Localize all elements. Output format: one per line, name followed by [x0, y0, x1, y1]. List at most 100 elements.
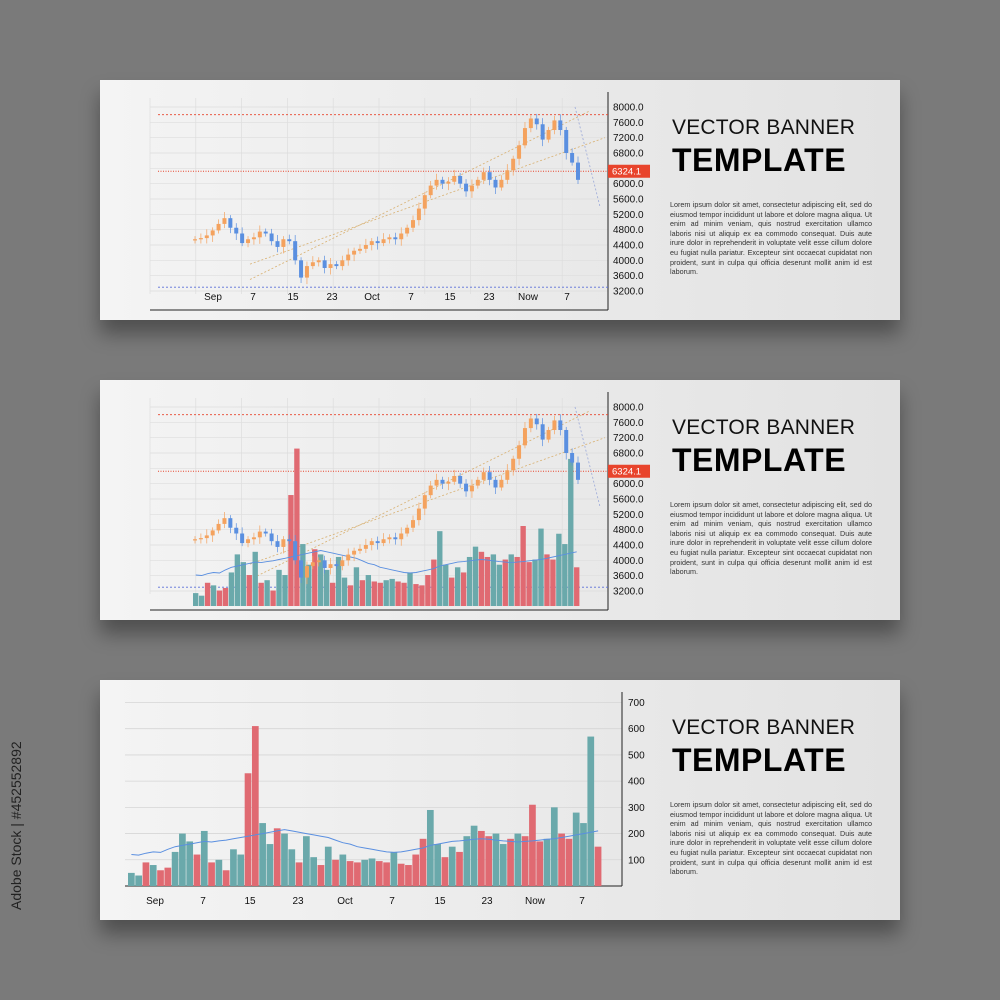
volume-bar [258, 582, 264, 606]
x-tick-label: Oct [364, 292, 380, 303]
candle-body [310, 262, 315, 267]
volume-bar [323, 569, 330, 606]
candle-body [304, 566, 309, 578]
x-tick-label: Sep [204, 292, 222, 303]
candle-body [328, 564, 333, 568]
volume-bar [514, 556, 520, 606]
candle-body [257, 531, 262, 538]
volume-bar [550, 559, 556, 606]
candle-body [411, 520, 416, 528]
volume-bar [317, 865, 325, 886]
candle-body [204, 535, 209, 539]
volume-bar [294, 448, 300, 606]
y-tick-label: 4800.0 [613, 525, 644, 536]
y-tick-label: 3200.0 [613, 287, 644, 298]
candle-body [269, 233, 274, 242]
volume-bar [496, 564, 503, 606]
candle-body [210, 230, 215, 236]
volume-bar [276, 569, 282, 606]
volume-bar [222, 587, 229, 606]
volume-bar [520, 526, 526, 606]
y-tick-label: 300 [628, 803, 645, 814]
volume-bar [397, 863, 405, 886]
x-tick-label: 15 [244, 896, 256, 907]
candle-body [310, 562, 315, 567]
volume-bar [341, 577, 348, 606]
candle-body [281, 239, 286, 247]
volume-bar [270, 590, 276, 606]
candle-body [375, 541, 380, 544]
candle-body [464, 483, 469, 492]
candle-body [499, 479, 504, 488]
banner-subtitle: TEMPLATE [672, 142, 847, 178]
volume-bar [437, 531, 443, 606]
volume-bar [230, 849, 237, 886]
volume-bar [259, 823, 266, 886]
volume-bar [377, 582, 383, 606]
y-tick-label: 4000.0 [613, 556, 644, 567]
candle-body [458, 176, 463, 184]
banner-subtitle: TEMPLATE [672, 742, 847, 778]
candle-body [458, 476, 463, 484]
volume-bar [273, 828, 281, 886]
volume-bar [237, 854, 245, 886]
y-tick-label: 3200.0 [613, 587, 644, 598]
volume-bar [407, 572, 413, 606]
banner-volume: 700 600 500 400 300 200 100 Sep 7 15 23 Oct 7 15 23 Now… [100, 680, 900, 920]
volume-bar [359, 580, 366, 606]
candle-body [452, 476, 457, 482]
volume-bar [303, 836, 310, 886]
banner-subtitle: TEMPLATE [672, 442, 847, 478]
candle-body [346, 554, 351, 561]
candle-body [240, 533, 245, 544]
candle-body [540, 124, 545, 140]
volume-bar [347, 585, 354, 606]
volume-bar [264, 580, 270, 606]
candle-body [428, 485, 433, 496]
stock-id-label: Adobe Stock | #452552892 [8, 741, 24, 910]
candle-body [522, 128, 527, 146]
volume-bar [149, 865, 157, 886]
x-tick-label: 23 [481, 896, 493, 907]
candle-body [446, 181, 451, 184]
volume-bar [426, 809, 434, 886]
volume-bar [368, 858, 376, 886]
volume-bar [544, 554, 550, 606]
candle-body [481, 172, 486, 180]
x-tick-label: 23 [292, 896, 304, 907]
x-tick-label: Oct [337, 896, 353, 907]
volume-bar [346, 861, 354, 886]
volume-bar [565, 838, 573, 886]
price-tag-box [608, 464, 650, 478]
y-tick-label: 4400.0 [613, 241, 644, 252]
candle-body [576, 162, 580, 180]
volume-bar [521, 836, 529, 886]
candle-body [322, 260, 327, 268]
volume-bar [472, 546, 479, 606]
volume-bar [550, 807, 558, 886]
banner-body-text: Lorem ipsum dolor sit amet, consectetur … [670, 500, 872, 577]
volume-bar [193, 593, 199, 606]
candle-body [275, 541, 280, 547]
volume-bar [466, 556, 473, 606]
volume-bar [568, 458, 574, 606]
candle-body [534, 418, 539, 425]
candle-body [257, 231, 262, 238]
volume-bar [306, 564, 312, 606]
candle-body [334, 264, 339, 267]
y-tick-label: 500 [628, 750, 645, 761]
volume-bar [529, 804, 536, 886]
x-tick-label: 7 [564, 292, 570, 303]
volume-bar [216, 590, 223, 606]
volume-bar [401, 582, 407, 606]
candle-body [546, 430, 551, 440]
candle-body [399, 533, 404, 540]
y-tick-label: 4000.0 [613, 256, 644, 267]
volume-bar [251, 726, 259, 886]
candle-body [246, 539, 251, 544]
volume-bar [594, 846, 602, 886]
candle-body [440, 479, 445, 484]
volume-bar [157, 870, 164, 886]
x-tick-label: Now [525, 896, 546, 907]
volume-bar [470, 825, 478, 886]
